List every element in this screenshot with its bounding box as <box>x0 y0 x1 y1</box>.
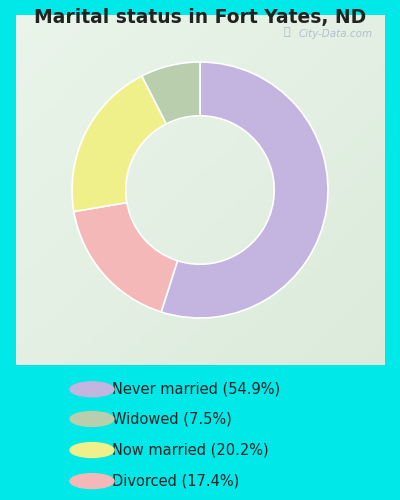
Circle shape <box>70 474 114 488</box>
Text: ⦿: ⦿ <box>284 27 290 38</box>
Circle shape <box>70 412 114 426</box>
Circle shape <box>70 382 114 396</box>
Circle shape <box>70 442 114 458</box>
Wedge shape <box>142 62 200 124</box>
Text: City-Data.com: City-Data.com <box>299 29 373 39</box>
Text: Marital status in Fort Yates, ND: Marital status in Fort Yates, ND <box>34 8 366 26</box>
Wedge shape <box>72 76 166 212</box>
Text: Widowed (7.5%): Widowed (7.5%) <box>112 412 232 426</box>
Text: Never married (54.9%): Never married (54.9%) <box>112 382 280 397</box>
Text: Now married (20.2%): Now married (20.2%) <box>112 442 269 458</box>
Text: Divorced (17.4%): Divorced (17.4%) <box>112 474 239 488</box>
Wedge shape <box>74 202 178 312</box>
Wedge shape <box>161 62 328 318</box>
